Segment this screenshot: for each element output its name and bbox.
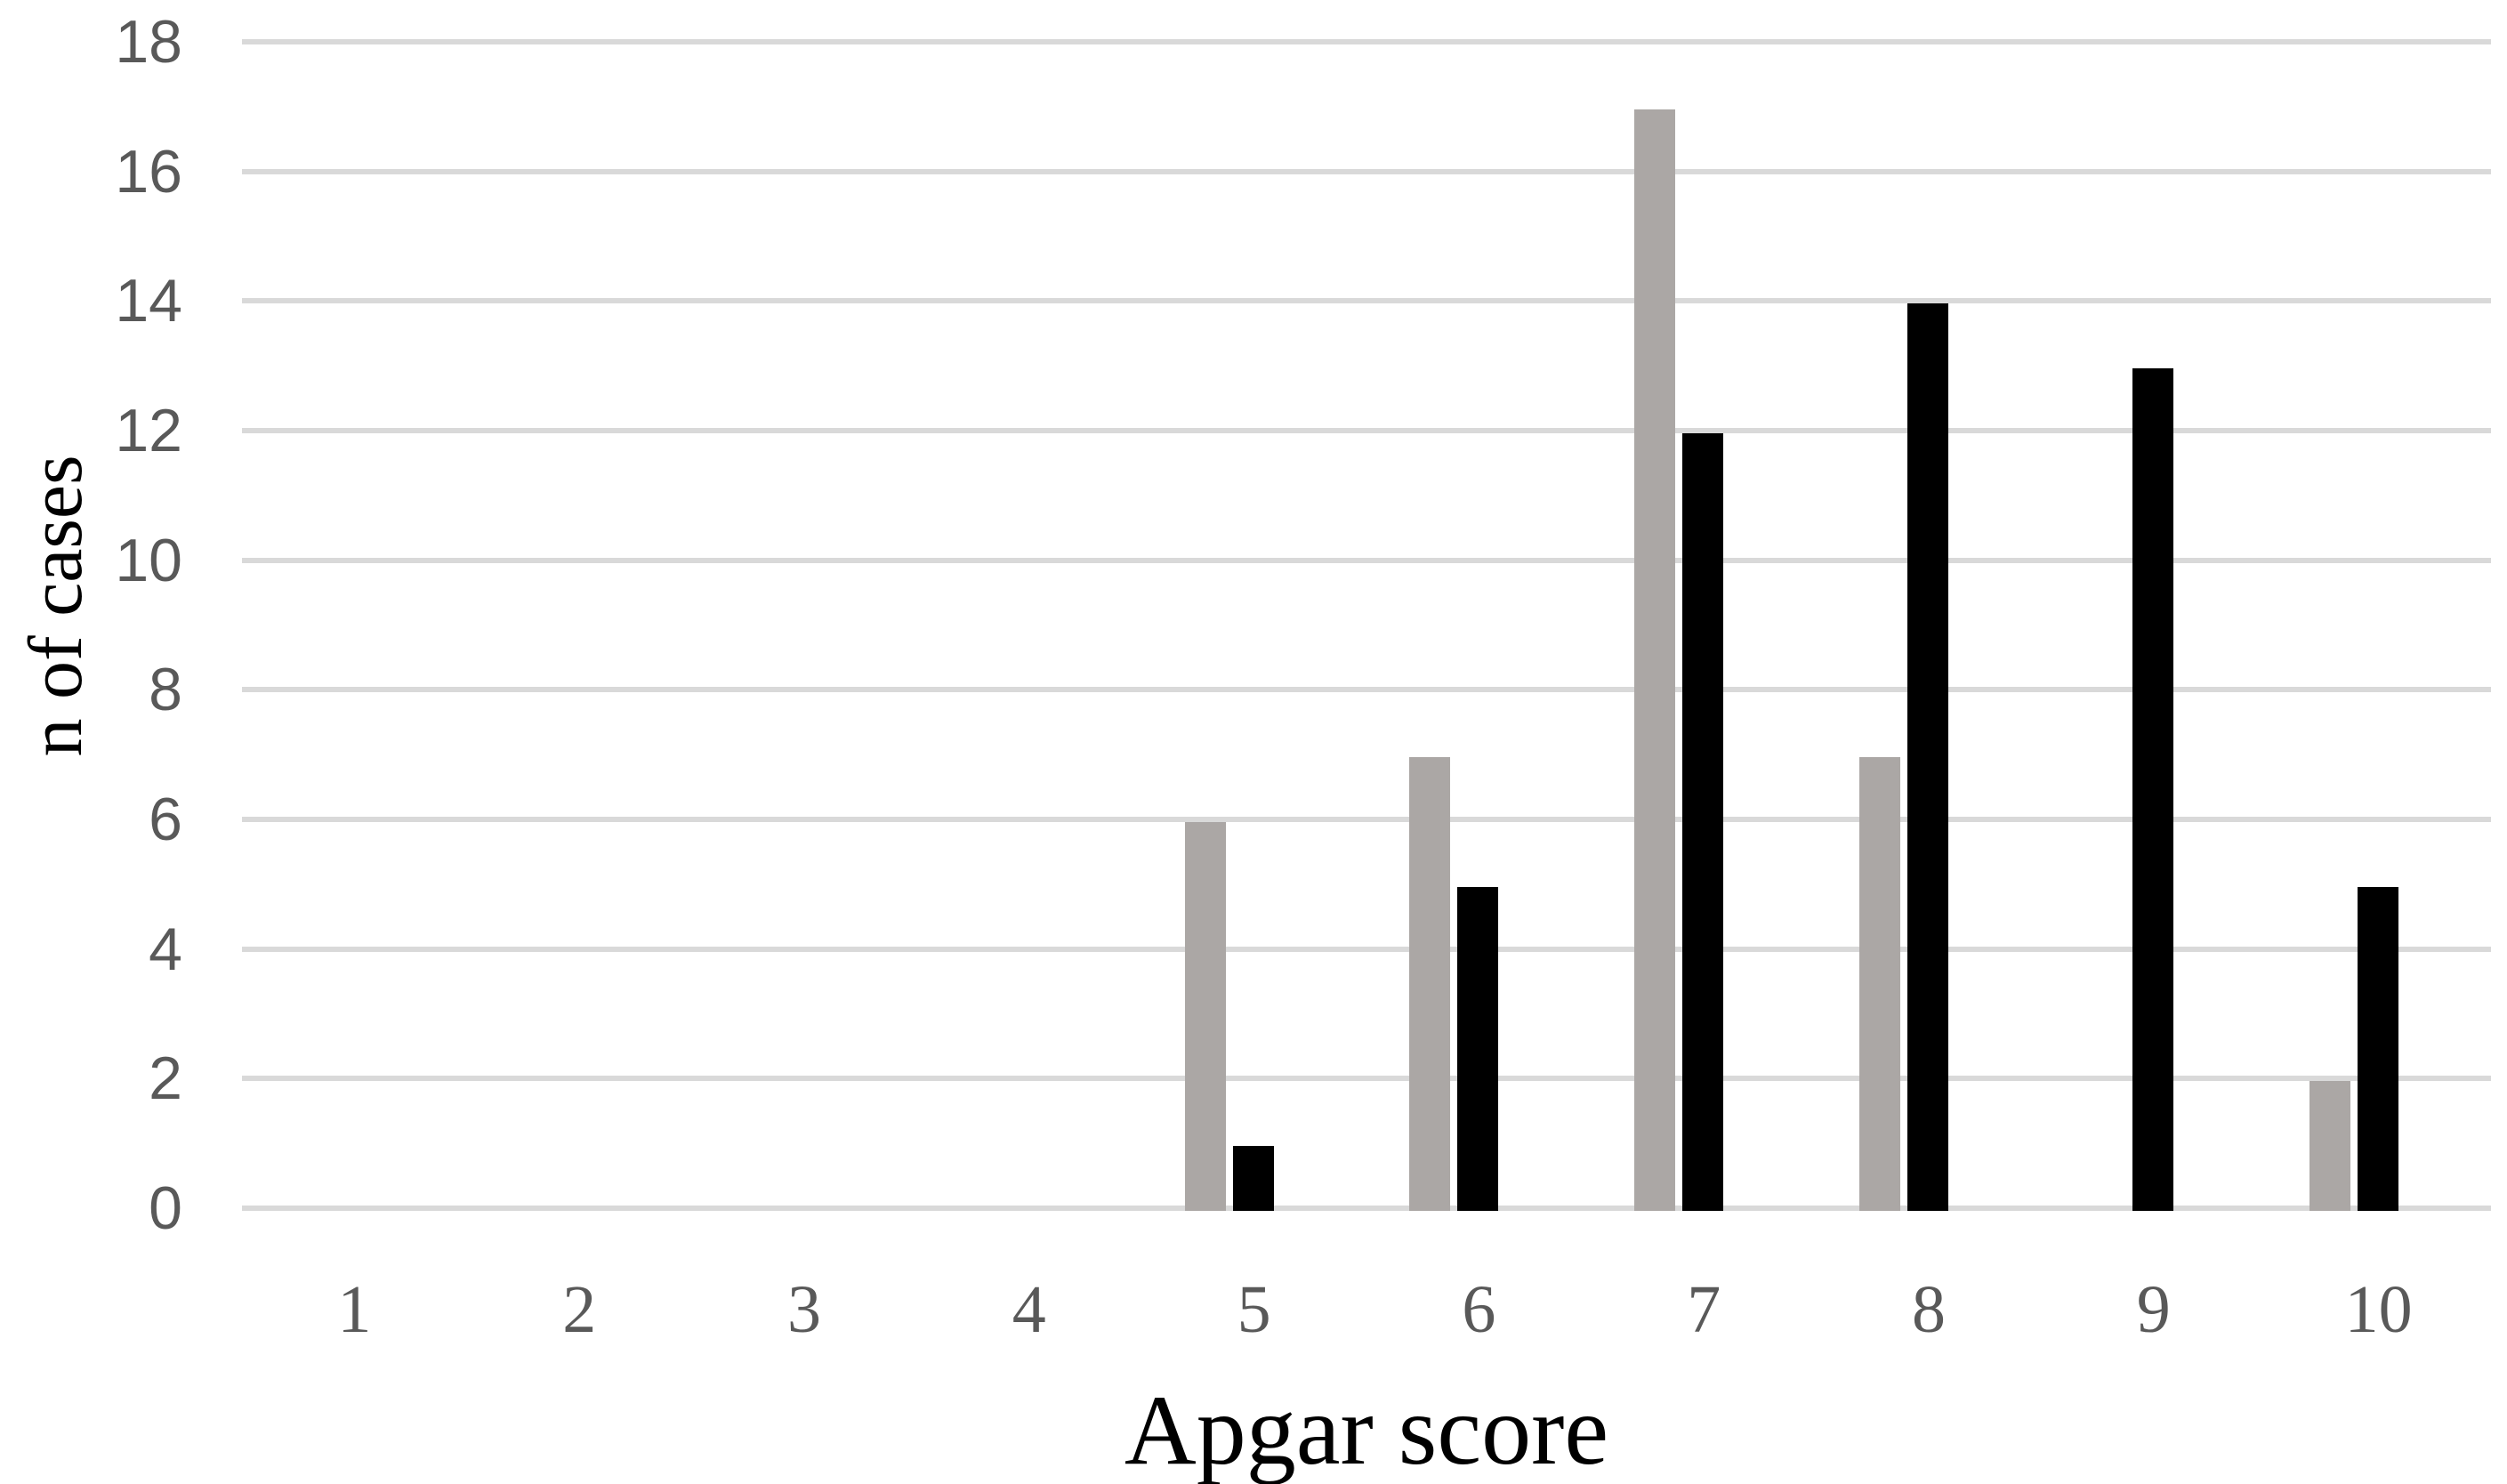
gridline-y8 [242,687,2491,693]
gridline-y14 [242,298,2491,304]
x-tick-label-4: 4 [1012,1272,1046,1347]
x-tick-label-7: 7 [1687,1272,1721,1347]
y-tick-label-18: 18 [115,8,182,76]
bar-black-bars-x7 [1682,433,1724,1211]
bar-black-bars-x9 [2132,368,2173,1211]
gridline-y10 [242,557,2491,563]
gridline-y2 [242,1076,2491,1082]
y-axis-title: n of cases [12,454,98,757]
y-tick-label-10: 10 [115,526,182,594]
y-tick-label-0: 0 [149,1174,182,1242]
gridline-y0 [242,1206,2491,1211]
y-tick-label-6: 6 [149,786,182,853]
gridline-y6 [242,817,2491,822]
bar-gray-bars-x6 [1409,757,1451,1211]
x-tick-label-2: 2 [562,1272,597,1347]
y-tick-label-12: 12 [115,397,182,464]
x-tick-label-9: 9 [2136,1272,2171,1347]
x-tick-label-3: 3 [787,1272,821,1347]
gridline-y12 [242,428,2491,433]
y-tick-label-2: 2 [149,1044,182,1113]
bar-gray-bars-x10 [2309,1081,2350,1211]
x-tick-label-8: 8 [1912,1272,1946,1347]
x-tick-label-1: 1 [337,1272,372,1347]
gridline-y4 [242,946,2491,952]
y-tick-label-8: 8 [149,656,182,724]
x-axis-title: Apgar score [1124,1375,1609,1484]
bar-black-bars-x6 [1457,886,1499,1211]
bar-black-bars-x10 [2357,886,2398,1211]
y-tick-label-4: 4 [149,915,182,983]
bar-black-bars-x5 [1232,1146,1274,1211]
bar-gray-bars-x5 [1184,822,1226,1211]
x-tick-label-6: 6 [1462,1272,1496,1347]
bar-gray-bars-x7 [1634,109,1676,1211]
x-tick-label-5: 5 [1237,1272,1271,1347]
gridline-y16 [242,168,2491,174]
y-tick-label-14: 14 [115,267,182,335]
gridline-y18 [242,39,2491,44]
bar-black-bars-x8 [1907,303,1948,1211]
bar-gray-bars-x8 [1859,757,1900,1211]
x-tick-label-10: 10 [2344,1272,2413,1347]
y-tick-label-16: 16 [115,137,182,206]
